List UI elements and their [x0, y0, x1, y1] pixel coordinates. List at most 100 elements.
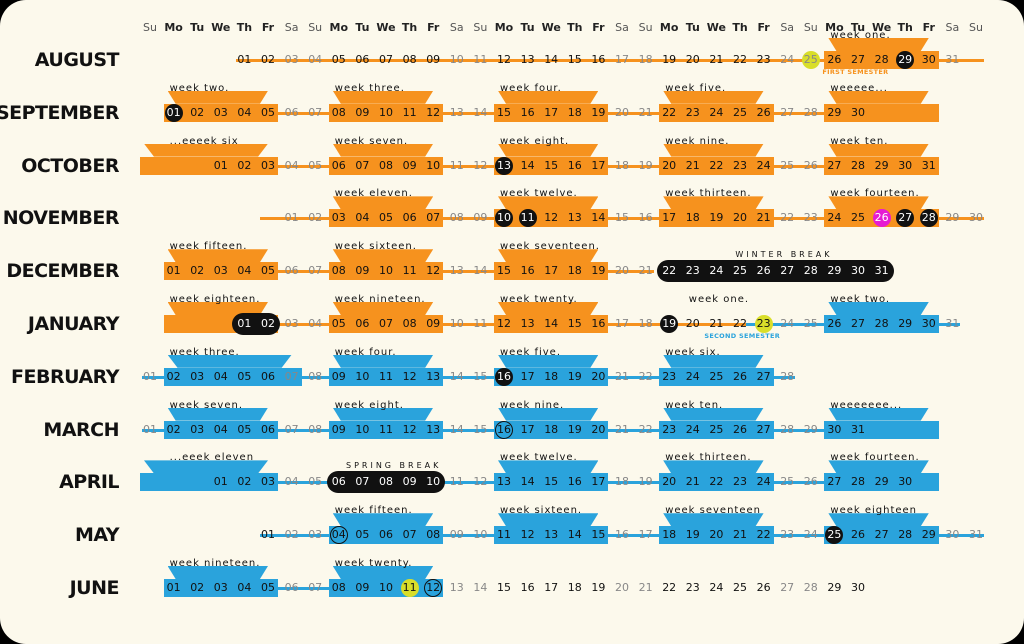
day-number[interactable]: 01 [213, 158, 228, 172]
day-number[interactable]: 20 [591, 422, 606, 436]
day-number[interactable]: 09 [355, 581, 370, 594]
day-number[interactable]: 03 [331, 211, 346, 225]
day-number[interactable]: 10 [426, 475, 441, 489]
day-number[interactable]: 26 [803, 158, 818, 172]
day-number[interactable]: 20 [615, 105, 629, 119]
day-number[interactable]: 30 [921, 53, 936, 66]
day-number[interactable]: 28 [780, 369, 795, 383]
day-number[interactable]: 13 [449, 264, 464, 278]
day-number[interactable]: 06 [402, 211, 417, 225]
day-number[interactable]: 30 [969, 211, 983, 225]
day-number[interactable]: 14 [473, 264, 488, 278]
day-number[interactable]: 15 [473, 422, 488, 436]
day-number[interactable]: 07 [402, 528, 417, 542]
day-number[interactable]: 21 [685, 475, 700, 489]
day-number[interactable]: 27 [851, 317, 865, 330]
day-number[interactable]: 06 [261, 422, 275, 436]
day-number[interactable]: 03 [213, 264, 228, 278]
day-number[interactable]: 20 [662, 475, 677, 489]
day-number[interactable]: 15 [591, 528, 606, 542]
day-number[interactable]: 17 [520, 422, 535, 436]
day-number[interactable]: 24 [709, 264, 724, 278]
day-number[interactable]: 07 [284, 369, 299, 383]
day-number[interactable]: 25 [803, 53, 818, 66]
day-number[interactable]: 23 [756, 317, 771, 330]
day-number[interactable]: 02 [284, 528, 299, 542]
day-number[interactable]: 11 [402, 264, 417, 278]
day-number[interactable]: 04 [308, 53, 323, 66]
day-number[interactable]: 13 [520, 53, 535, 66]
day-number[interactable]: 08 [331, 105, 346, 119]
day-number[interactable]: 14 [567, 528, 582, 542]
day-number[interactable]: 31 [969, 528, 983, 542]
day-number[interactable]: 20 [685, 317, 700, 330]
day-number[interactable]: 06 [331, 158, 346, 172]
day-number[interactable]: 05 [355, 528, 370, 542]
day-number[interactable]: 16 [497, 369, 511, 383]
day-number[interactable]: 24 [709, 105, 724, 119]
day-number[interactable]: 17 [662, 211, 677, 225]
day-number[interactable]: 04 [237, 581, 252, 594]
day-number[interactable]: 19 [709, 211, 724, 225]
day-number[interactable]: 07 [426, 211, 441, 225]
day-number[interactable]: 05 [237, 369, 252, 383]
day-number[interactable]: 02 [261, 53, 275, 66]
day-number[interactable]: 31 [921, 158, 936, 172]
day-number[interactable]: 10 [497, 211, 511, 225]
day-number[interactable]: 04 [308, 317, 323, 330]
day-number[interactable]: 19 [591, 581, 606, 594]
day-number[interactable]: 17 [544, 264, 559, 278]
day-number[interactable]: 16 [520, 264, 535, 278]
day-number[interactable]: 02 [190, 264, 205, 278]
day-number[interactable]: 21 [685, 158, 700, 172]
day-number[interactable]: 11 [402, 105, 417, 119]
day-number[interactable]: 22 [662, 581, 677, 594]
day-number[interactable]: 02 [308, 211, 323, 225]
day-number[interactable]: 30 [945, 528, 960, 542]
day-number[interactable]: 26 [756, 264, 771, 278]
day-number[interactable]: 19 [567, 369, 582, 383]
day-number[interactable]: 10 [473, 528, 488, 542]
day-number[interactable]: 06 [284, 581, 299, 594]
day-number[interactable]: 04 [213, 369, 228, 383]
day-number[interactable]: 25 [709, 369, 724, 383]
day-number[interactable]: 07 [308, 581, 323, 594]
day-number[interactable]: 19 [662, 53, 677, 66]
day-number[interactable]: 24 [756, 158, 771, 172]
day-number[interactable]: 16 [497, 422, 511, 436]
day-number[interactable]: 21 [615, 422, 629, 436]
day-number[interactable]: 04 [284, 158, 299, 172]
day-number[interactable]: 02 [190, 581, 205, 594]
day-number[interactable]: 05 [331, 53, 346, 66]
day-number[interactable]: 31 [874, 264, 889, 278]
day-number[interactable]: 24 [803, 528, 818, 542]
day-number[interactable]: 29 [874, 158, 889, 172]
day-number[interactable]: 22 [733, 317, 747, 330]
day-number[interactable]: 01 [261, 528, 275, 542]
day-number[interactable]: 04 [355, 211, 370, 225]
day-number[interactable]: 05 [261, 581, 275, 594]
day-number[interactable]: 09 [473, 211, 488, 225]
day-number[interactable]: 22 [662, 264, 677, 278]
day-number[interactable]: 02 [237, 158, 252, 172]
day-number[interactable]: 14 [520, 475, 535, 489]
day-number[interactable]: 23 [756, 53, 771, 66]
day-number[interactable]: 18 [662, 528, 677, 542]
day-number[interactable]: 09 [331, 369, 346, 383]
day-number[interactable]: 12 [544, 211, 559, 225]
day-number[interactable]: 01 [166, 264, 181, 278]
day-number[interactable]: 23 [733, 158, 747, 172]
day-number[interactable]: 14 [591, 211, 606, 225]
day-number[interactable]: 23 [685, 264, 700, 278]
day-number[interactable]: 29 [827, 264, 842, 278]
day-number[interactable]: 04 [237, 105, 252, 119]
day-number[interactable]: 20 [733, 211, 747, 225]
day-number[interactable]: 31 [945, 53, 960, 66]
day-number[interactable]: 18 [544, 422, 559, 436]
day-number[interactable]: 30 [851, 581, 865, 594]
day-number[interactable]: 06 [355, 317, 370, 330]
day-number[interactable]: 15 [544, 475, 559, 489]
day-number[interactable]: 23 [780, 528, 795, 542]
day-number[interactable]: 07 [379, 317, 393, 330]
day-number[interactable]: 26 [827, 317, 842, 330]
